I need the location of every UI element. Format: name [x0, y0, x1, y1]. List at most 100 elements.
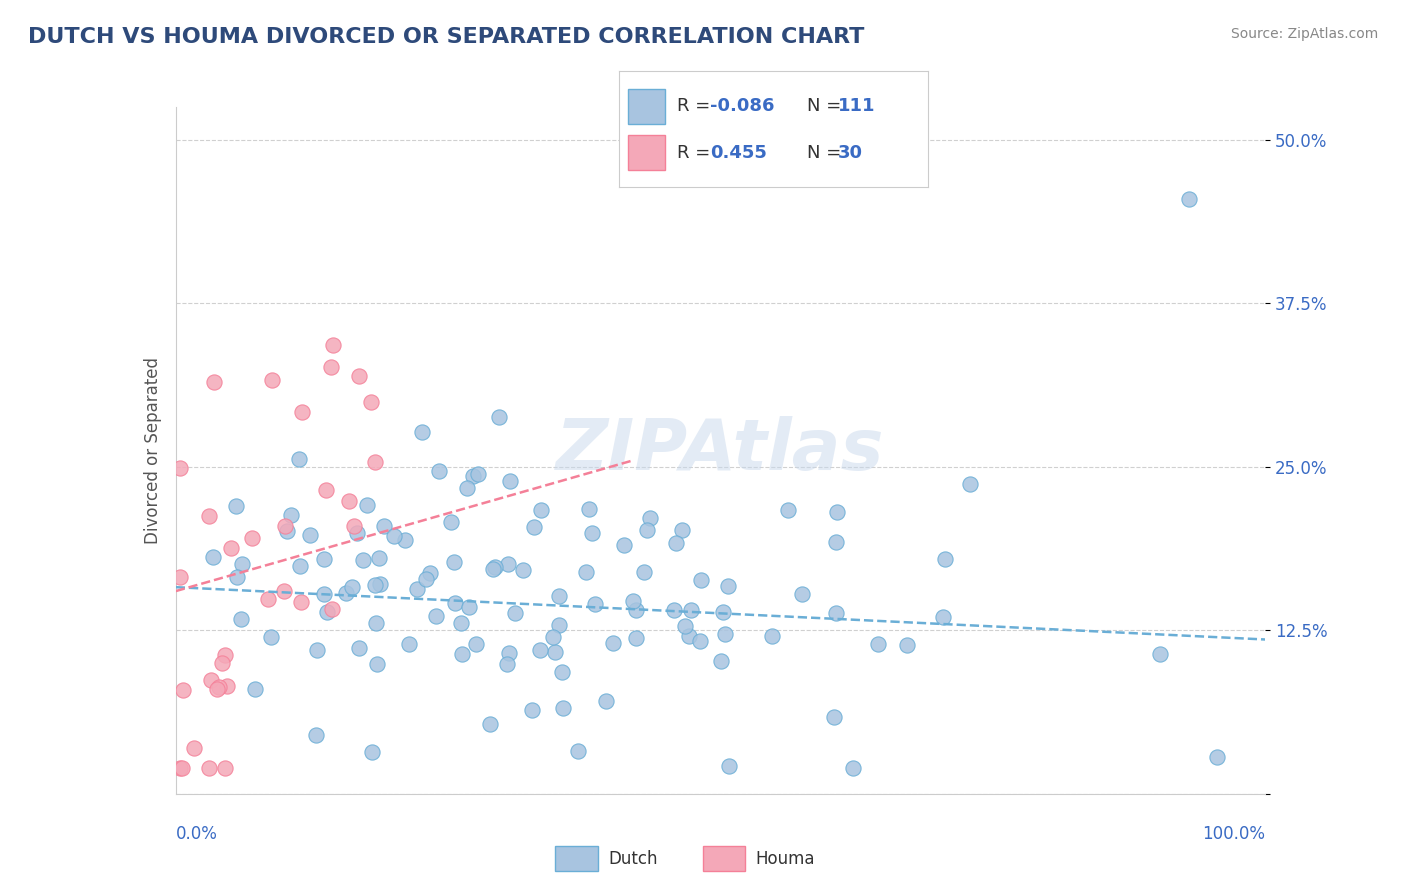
Dutch — [792, 587, 814, 601]
Dutch — [671, 524, 693, 538]
Dutch — [638, 511, 661, 525]
Houma — [322, 338, 344, 352]
Text: 100.0%: 100.0% — [1202, 825, 1265, 843]
Dutch — [529, 643, 551, 657]
Houma — [211, 657, 233, 671]
Dutch — [305, 728, 328, 742]
Dutch — [482, 562, 505, 576]
Houma — [363, 455, 385, 469]
Dutch — [690, 573, 713, 587]
Dutch — [544, 645, 567, 659]
Houma — [256, 592, 278, 607]
Houma — [169, 569, 191, 583]
Y-axis label: Divorced or Separated: Divorced or Separated — [143, 357, 162, 544]
Text: 0.455: 0.455 — [710, 144, 766, 161]
Dutch — [370, 577, 392, 591]
Houma — [337, 494, 360, 508]
Dutch — [495, 657, 517, 672]
Dutch — [711, 605, 734, 619]
Houma — [169, 761, 191, 775]
Dutch — [498, 646, 520, 660]
Dutch — [364, 615, 387, 630]
Houma — [198, 761, 221, 775]
Houma — [214, 648, 236, 662]
Dutch — [307, 642, 329, 657]
Dutch — [411, 425, 433, 440]
Houma — [262, 373, 284, 387]
Dutch — [398, 637, 420, 651]
Houma — [321, 359, 343, 374]
Dutch — [440, 515, 463, 529]
Dutch — [776, 503, 799, 517]
Houma — [172, 682, 194, 697]
Text: R =: R = — [678, 97, 717, 115]
Houma — [274, 518, 297, 533]
Houma — [315, 483, 337, 497]
Dutch — [1206, 750, 1229, 764]
Dutch — [225, 570, 247, 584]
Dutch — [225, 499, 247, 513]
Houma — [291, 405, 314, 419]
Dutch — [825, 505, 848, 519]
Houma — [290, 595, 312, 609]
Dutch — [245, 682, 267, 697]
Dutch — [673, 618, 696, 632]
Dutch — [710, 654, 733, 668]
Houma — [343, 519, 366, 533]
Dutch — [678, 629, 700, 643]
Dutch — [373, 519, 395, 533]
Dutch — [1149, 647, 1171, 661]
Dutch — [1178, 192, 1201, 206]
Dutch — [636, 524, 658, 538]
Dutch — [288, 452, 311, 467]
Dutch — [427, 464, 450, 478]
Dutch — [575, 565, 598, 579]
Dutch — [425, 608, 447, 623]
Dutch — [823, 710, 845, 724]
Houma — [170, 761, 193, 775]
Dutch — [662, 603, 685, 617]
Houma — [169, 461, 191, 475]
Text: 111: 111 — [838, 97, 876, 115]
Houma — [347, 369, 370, 384]
Dutch — [290, 558, 312, 573]
Dutch — [523, 520, 546, 534]
Dutch — [896, 639, 918, 653]
Dutch — [551, 701, 574, 715]
Dutch — [314, 587, 336, 601]
Dutch — [443, 596, 465, 610]
Houma — [200, 673, 222, 688]
Houma — [217, 679, 239, 693]
Dutch — [443, 555, 465, 569]
Dutch — [512, 563, 534, 577]
Dutch — [356, 499, 378, 513]
Text: Source: ZipAtlas.com: Source: ZipAtlas.com — [1230, 27, 1378, 41]
Dutch — [866, 637, 889, 651]
FancyBboxPatch shape — [555, 847, 598, 871]
Houma — [360, 395, 382, 409]
Dutch — [231, 557, 253, 571]
Text: 30: 30 — [838, 144, 863, 161]
Dutch — [841, 761, 863, 775]
Dutch — [633, 565, 655, 579]
Dutch — [613, 538, 636, 552]
Dutch — [578, 502, 600, 516]
Dutch — [567, 744, 589, 758]
Dutch — [824, 535, 846, 549]
Dutch — [315, 605, 337, 619]
Dutch — [201, 549, 224, 564]
Dutch — [342, 580, 364, 594]
Houma — [273, 584, 295, 599]
Dutch — [488, 409, 510, 424]
Houma — [202, 375, 225, 389]
Dutch — [456, 481, 478, 495]
Dutch — [406, 582, 429, 597]
Dutch — [624, 631, 647, 645]
Dutch — [478, 717, 501, 731]
Dutch — [467, 467, 489, 481]
Dutch — [450, 647, 472, 661]
Dutch — [496, 557, 519, 571]
Dutch — [335, 586, 357, 600]
Dutch — [595, 694, 617, 708]
Dutch — [932, 609, 955, 624]
